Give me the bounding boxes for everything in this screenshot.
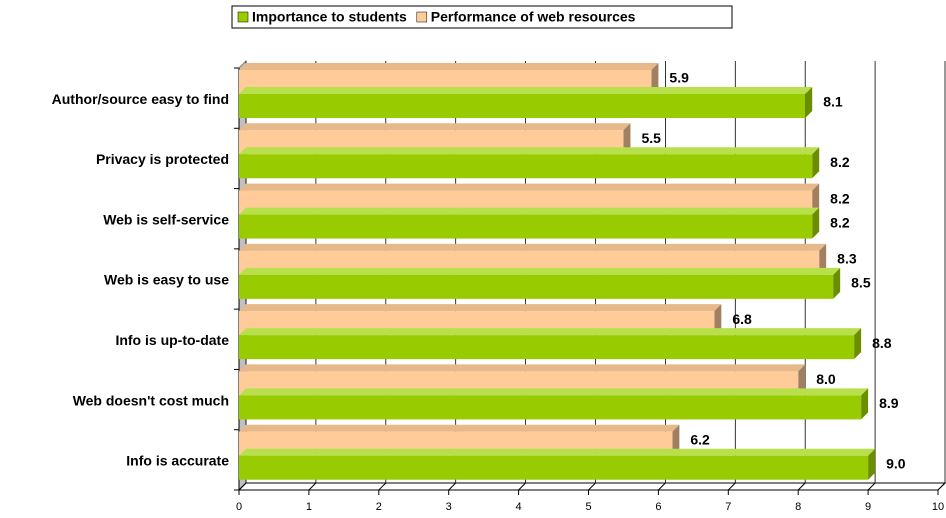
x-tick-label: 7 <box>725 501 731 513</box>
bar-side <box>833 267 841 299</box>
bar <box>239 154 813 179</box>
tick-mark <box>448 482 457 491</box>
bar-top <box>239 304 722 312</box>
bar-top <box>239 63 659 70</box>
bar <box>239 455 869 480</box>
x-tick-label: 9 <box>865 501 871 513</box>
legend-label: Performance of web resources <box>431 9 636 25</box>
tick-mark <box>378 482 387 491</box>
bar-top <box>239 207 820 215</box>
tick-mark <box>658 482 666 491</box>
tick-mark <box>727 482 736 491</box>
bar-top <box>239 243 827 251</box>
legend-label: Importance to students <box>252 9 407 25</box>
value-label: 5.5 <box>641 130 661 146</box>
x-tick-label: 6 <box>655 501 661 513</box>
bar-side <box>861 388 869 420</box>
bar-top <box>239 147 820 155</box>
bar-top <box>239 424 680 432</box>
x-tick-label: 4 <box>516 501 522 513</box>
tick-mark <box>238 482 247 491</box>
value-label: 6.8 <box>732 311 752 327</box>
bar-top <box>239 388 869 396</box>
tick-mark <box>308 482 317 491</box>
value-label: 8.5 <box>851 275 871 291</box>
category-label: Web is easy to use <box>104 272 229 288</box>
legend-box <box>231 5 733 29</box>
value-label: 8.0 <box>816 371 836 387</box>
x-tick-label: 10 <box>932 501 944 513</box>
x-tick-label: 3 <box>446 501 452 513</box>
tick-mark <box>518 482 526 491</box>
bar-top <box>239 328 862 336</box>
bar <box>239 274 834 299</box>
value-label: 8.3 <box>837 251 857 267</box>
bar-side <box>812 183 820 215</box>
bar <box>239 214 813 239</box>
value-label: 8.2 <box>830 190 850 206</box>
bar-side <box>672 424 680 456</box>
x-tick-label: 5 <box>585 501 591 513</box>
category-label: Privacy is protected <box>96 151 229 167</box>
bar <box>239 94 806 118</box>
value-label: 8.2 <box>830 154 850 170</box>
bar-side <box>714 304 722 336</box>
legend-swatch <box>237 11 249 23</box>
tick-mark <box>937 482 946 491</box>
value-label: 6.2 <box>690 431 710 447</box>
tick-mark <box>867 482 876 491</box>
bar-side <box>798 364 806 396</box>
bar-top <box>239 87 813 94</box>
bar-top <box>239 123 631 131</box>
bar-side <box>623 123 631 155</box>
category-label: Web is self-service <box>103 211 229 227</box>
tick-mark <box>797 482 806 491</box>
x-tick-label: 0 <box>236 501 242 513</box>
bar-top <box>239 267 841 275</box>
value-label: 8.2 <box>830 214 850 230</box>
legend-swatch <box>416 11 428 23</box>
bar-side <box>805 87 813 118</box>
bar <box>239 335 855 360</box>
bar-side <box>868 448 876 480</box>
bar-top <box>239 183 820 191</box>
bar-top <box>239 448 876 456</box>
category-label: Web doesn't cost much <box>73 392 229 408</box>
bar-side <box>651 63 659 94</box>
value-label: 8.9 <box>879 395 899 411</box>
tick-mark <box>588 482 596 491</box>
value-label: 5.9 <box>669 70 689 86</box>
value-label: 8.1 <box>823 94 843 110</box>
x-tick-label: 8 <box>795 501 801 513</box>
bar-side <box>812 207 820 239</box>
bar-side <box>819 243 827 275</box>
category-label: Info is accurate <box>126 453 229 469</box>
x-tick-label: 1 <box>306 501 312 513</box>
bar-top <box>239 364 806 372</box>
value-label: 8.8 <box>872 335 892 351</box>
category-label: Info is up-to-date <box>115 332 229 348</box>
category-label: Author/source easy to find <box>52 91 229 107</box>
bar-side <box>812 147 820 179</box>
value-label: 9.0 <box>886 455 906 471</box>
x-tick-label: 2 <box>376 501 382 513</box>
bar <box>239 395 862 420</box>
bar-side <box>854 328 862 360</box>
